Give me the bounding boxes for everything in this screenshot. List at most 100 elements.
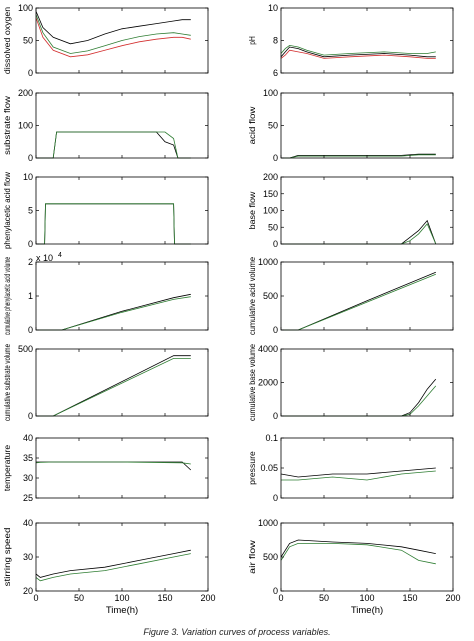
series-line-2 [280, 543, 436, 565]
plot-frame [35, 522, 209, 592]
y-axis-label: acid flow [248, 106, 257, 144]
x-tick-label: 150 [157, 593, 172, 603]
y-axis-label: air flow [248, 540, 257, 574]
y-tick-label: 150 [263, 189, 278, 199]
y-axis-label: base flow [248, 191, 257, 229]
plot-frame [280, 261, 454, 331]
plot-frame [35, 437, 209, 499]
y-axis-label: stirring speed [3, 528, 12, 587]
x-axis-label: Time(h) [106, 605, 138, 616]
y-tick-label: 0 [28, 411, 33, 421]
y-axis-label: cumulative acid volume [248, 256, 257, 335]
series-line-2 [36, 203, 191, 245]
chart-panel-13: 20 30 40 0 50 100 150 200 stirring speed Time(h) [3, 518, 216, 616]
y-tick-label: 0 [273, 325, 278, 335]
y-tick-label: 25 [23, 493, 33, 503]
series-line-1 [280, 46, 436, 58]
y-tick-label: 500 [18, 344, 33, 354]
x-tick-label: 100 [114, 593, 129, 603]
chart-panel-2: 6 8 10 pH [248, 3, 454, 78]
y-tick-label: 50 [268, 121, 278, 131]
y-tick-label: 0 [273, 493, 278, 503]
series-line-1 [281, 378, 437, 417]
x-tick-label: 0 [33, 593, 38, 603]
y-axis-label: pressure [248, 451, 257, 485]
series-line-2 [35, 553, 191, 582]
y-tick-label: 50 [268, 222, 278, 232]
y-tick-label: 0 [28, 239, 33, 249]
plot-frame [280, 7, 454, 74]
y-axis-label: phenylacetic acid flow [3, 172, 12, 249]
y-tick-label: 100 [18, 3, 33, 13]
y-tick-label: 6 [273, 68, 278, 78]
chart-panel-5: 0 5 10 phenylacetic acid flow [3, 172, 209, 249]
series-line-1 [36, 355, 191, 417]
y-axis-label: dissolved oxygen [3, 7, 12, 74]
x-tick-label: 100 [359, 593, 374, 603]
y-tick-label: 100 [263, 206, 278, 216]
series-line-2 [36, 131, 191, 159]
y-tick-label: 2000 [258, 378, 278, 388]
chart-panel-7: 0 1 2 cumulative phenylacetic acid volume x … [3, 252, 209, 335]
y-tick-label: 0 [28, 68, 33, 78]
plot-frame [280, 437, 454, 499]
figure-caption: Figure 3. Variation curves of process va… [143, 627, 331, 637]
x-axis-label: Time(h) [351, 605, 383, 616]
series-line-1 [280, 467, 436, 478]
y-tick-label: 10 [268, 3, 278, 13]
chart-panel-6: 0 50 100 150 200 base flow [248, 172, 454, 249]
x-tick-label: 0 [278, 593, 283, 603]
y-tick-label: 200 [18, 88, 33, 98]
plot-frame [280, 92, 454, 159]
series-line-2 [35, 461, 191, 465]
series-line-1 [36, 131, 191, 159]
y-tick-label: 1 [28, 291, 33, 301]
chart-panel-14: 0 500 1000 0 50 100 150 200 air flow Time(h) [248, 518, 461, 616]
x-tick-label: 150 [402, 593, 417, 603]
y-tick-label: 200 [263, 172, 278, 182]
y-tick-label: 50 [23, 36, 33, 46]
chart-panel-9: 0 500 cumulative substrate volume [3, 344, 209, 421]
y-multiplier: x 10 [36, 253, 53, 263]
y-tick-label: 1000 [258, 518, 278, 528]
y-axis-label: substrate flow [3, 96, 12, 155]
series-line-2 [281, 273, 436, 331]
y-tick-label: 0 [28, 153, 33, 163]
series-line-2 [35, 14, 191, 54]
series-line-1 [281, 219, 437, 245]
plot-frame [280, 522, 454, 592]
plot-frame [35, 348, 209, 417]
chart-panel-1: 0 50 100 dissolved oxygen [3, 3, 209, 78]
y-tick-label: 0.1 [265, 433, 278, 443]
series-line-1 [281, 271, 436, 331]
y-axis-label: pH [248, 36, 257, 45]
y-tick-label: 0.05 [260, 463, 278, 473]
y-tick-label: 40 [23, 518, 33, 528]
y-axis-label: temperature [3, 444, 12, 491]
y-tick-label: 30 [23, 473, 33, 483]
series-line-1 [35, 549, 191, 578]
series-line-1 [36, 203, 191, 245]
series-line-2 [36, 296, 191, 331]
y-axis-label: cumulative base volume [248, 344, 257, 421]
y-tick-label: 10 [23, 172, 33, 182]
y-tick-label: 100 [263, 88, 278, 98]
series-line-1 [36, 293, 191, 331]
series-line-1 [36, 461, 192, 471]
chart-panel-4: 0 50 100 acid flow [248, 88, 454, 163]
y-tick-label: 4000 [258, 344, 278, 354]
y-tick-label: 0 [273, 153, 278, 163]
chart-panel-12: 0 0.05 0.1 pressure [248, 433, 454, 503]
y-tick-label: 40 [23, 433, 33, 443]
y-tick-label: 35 [23, 453, 33, 463]
y-tick-label: 1000 [258, 257, 278, 267]
y-tick-label: 30 [23, 552, 33, 562]
plot-frame [35, 176, 209, 245]
y-tick-label: 0 [273, 411, 278, 421]
series-line-1 [280, 539, 436, 558]
series-line-2 [36, 357, 191, 417]
y-tick-label: 0 [273, 586, 278, 596]
